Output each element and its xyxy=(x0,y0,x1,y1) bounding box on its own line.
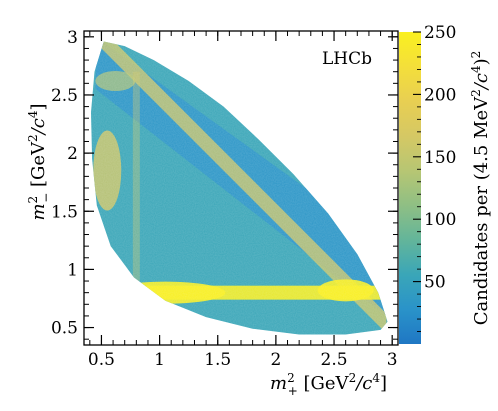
x-tick-label: 1 xyxy=(154,350,165,370)
colorbar xyxy=(399,32,421,344)
y-tick-label: 1.5 xyxy=(51,202,78,222)
y-tick-label: 0.5 xyxy=(51,319,78,339)
y-axis-title: m2− [GeV2/c4] xyxy=(26,103,53,220)
colorbar-title: Candidates per (4.5 MeV2/c4)2 xyxy=(469,51,492,326)
y-axis-ticks: 0.5 1 1.5 2 2.5 3 xyxy=(51,28,398,340)
y-tick-label: 3 xyxy=(67,28,78,48)
y-tick-label: 2 xyxy=(67,144,78,164)
x-tick-label: 3 xyxy=(387,350,398,370)
colorbar-tick-label: 200 xyxy=(424,85,456,105)
x-tick-label: 2 xyxy=(270,350,281,370)
colorbar-tick-label: 100 xyxy=(424,210,456,230)
x-tick-label: 1.5 xyxy=(204,350,231,370)
x-tick-label: 2.5 xyxy=(321,350,348,370)
x-axis-ticks: 0.5 1 1.5 2 2.5 3 xyxy=(88,31,398,370)
x-axis-title: m2 + [GeV2/c4] xyxy=(270,371,387,398)
lhcb-annotation: LHCb xyxy=(322,49,372,69)
colorbar-tick-label: 50 xyxy=(424,273,446,293)
colorbar-tick-label: 150 xyxy=(424,148,456,168)
x-tick-label: 0.5 xyxy=(88,350,115,370)
y-tick-label: 1 xyxy=(67,260,78,280)
colorbar-tick-label: 250 xyxy=(424,23,456,43)
colorbar-ticks: 50 100 150 200 250 xyxy=(413,23,456,332)
y-tick-label: 2.5 xyxy=(51,86,78,106)
